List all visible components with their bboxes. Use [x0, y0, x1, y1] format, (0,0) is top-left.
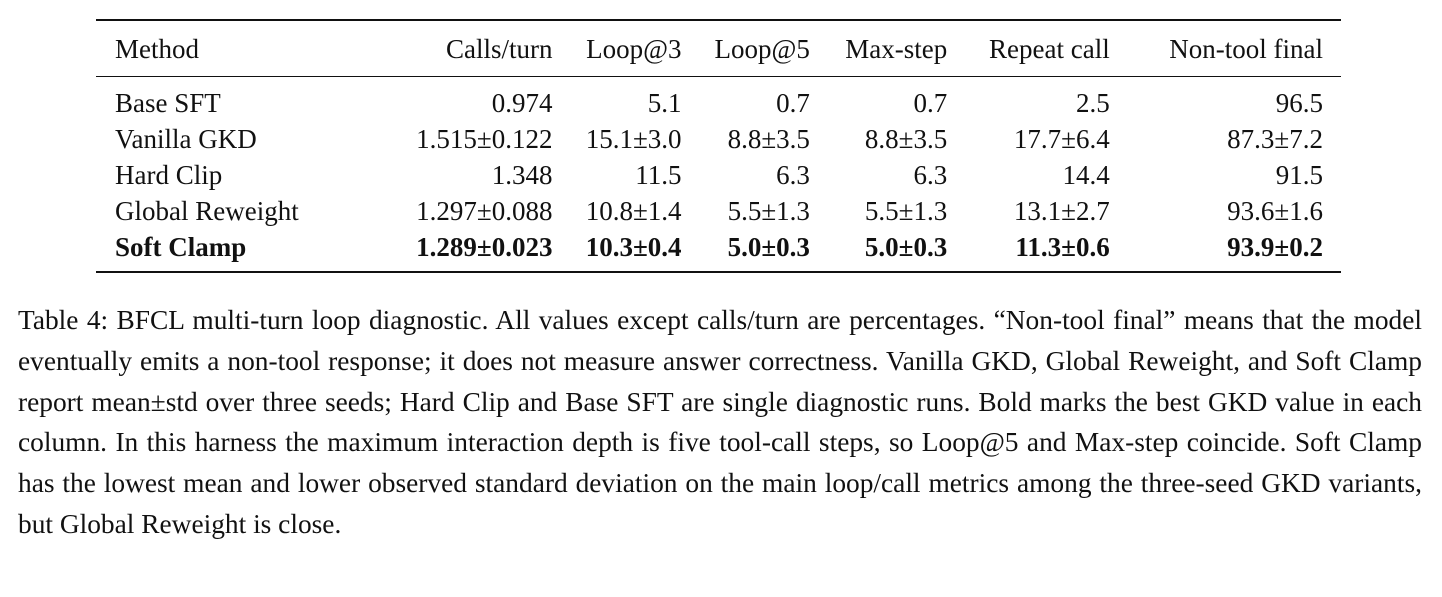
table-row-base-sft: Base SFT 0.974 5.1 0.7 0.7 2.5 96.5 — [96, 77, 1341, 122]
cell-method: Global Reweight — [115, 196, 299, 226]
cell-max-step: 5.0±0.3 — [809, 229, 948, 273]
column-header-loop-3: Loop@3 — [552, 19, 682, 77]
column-header-method: Method — [96, 19, 369, 77]
cell-loop-5: 5.5±1.3 — [727, 196, 810, 226]
table-row-soft-clamp: Soft Clamp 1.289±0.023 10.3±0.4 5.0±0.3 … — [96, 229, 1341, 273]
cell-repeat-call: 14.4 — [1062, 160, 1110, 190]
cell-loop-3: 15.1±3.0 — [585, 124, 682, 154]
cell-loop-3: 10.8±1.4 — [585, 196, 682, 226]
column-header-max-step: Max-step — [809, 19, 948, 77]
cell-max-step: 5.5±1.3 — [864, 196, 948, 226]
cell-method: Vanilla GKD — [115, 124, 257, 154]
cell-method: Soft Clamp — [96, 229, 369, 273]
cell-non-tool-final: 93.9±0.2 — [1109, 229, 1341, 273]
cell-calls-per-turn: 1.289±0.023 — [368, 229, 553, 273]
table-row-hard-clip: Hard Clip 1.348 11.5 6.3 6.3 14.4 91.5 — [96, 157, 1341, 193]
cell-loop-5: 8.8±3.5 — [727, 124, 810, 154]
cell-max-step: 6.3 — [913, 160, 948, 190]
cell-max-step: 8.8±3.5 — [864, 124, 948, 154]
table-row-global-reweight: Global Reweight 1.297±0.088 10.8±1.4 5.5… — [96, 193, 1341, 229]
table-header-row: Method Calls/turn Loop@3 Loop@5 Max-step… — [96, 19, 1341, 77]
cell-method: Base SFT — [115, 88, 221, 118]
cell-calls-per-turn: 1.515±0.122 — [416, 124, 553, 154]
cell-loop-3: 5.1 — [647, 88, 682, 118]
cell-calls-per-turn: 1.297±0.088 — [416, 196, 553, 226]
cell-loop-5: 6.3 — [776, 160, 810, 190]
cell-non-tool-final: 96.5 — [1275, 88, 1323, 118]
loop-diagnostic-table: Method Calls/turn Loop@3 Loop@5 Max-step… — [96, 19, 1341, 273]
column-header-non-tool-final: Non-tool final — [1109, 19, 1341, 77]
cell-non-tool-final: 87.3±7.2 — [1227, 124, 1323, 154]
cell-loop-3: 10.3±0.4 — [552, 229, 682, 273]
cell-method: Hard Clip — [115, 160, 223, 190]
cell-repeat-call: 17.7±6.4 — [1013, 124, 1110, 154]
cell-calls-per-turn: 1.348 — [491, 160, 553, 190]
cell-loop-5: 0.7 — [776, 88, 810, 118]
results-table-container: Method Calls/turn Loop@3 Loop@5 Max-step… — [96, 19, 1341, 273]
cell-loop-5: 5.0±0.3 — [681, 229, 810, 273]
cell-repeat-call: 13.1±2.7 — [1013, 196, 1110, 226]
column-header-loop-5: Loop@5 — [681, 19, 810, 77]
cell-calls-per-turn: 0.974 — [491, 88, 553, 118]
cell-repeat-call: 2.5 — [1075, 88, 1110, 118]
column-header-calls-per-turn: Calls/turn — [368, 19, 553, 77]
cell-max-step: 0.7 — [913, 88, 948, 118]
cell-repeat-call: 11.3±0.6 — [947, 229, 1110, 273]
column-header-repeat-call: Repeat call — [947, 19, 1110, 77]
cell-non-tool-final: 91.5 — [1275, 160, 1323, 190]
cell-non-tool-final: 93.6±1.6 — [1227, 196, 1323, 226]
cell-loop-3: 11.5 — [635, 160, 682, 190]
table-row-vanilla-gkd: Vanilla GKD 1.515±0.122 15.1±3.0 8.8±3.5… — [96, 121, 1341, 157]
table-caption: Table 4: BFCL multi-turn loop diagnostic… — [18, 305, 1422, 539]
